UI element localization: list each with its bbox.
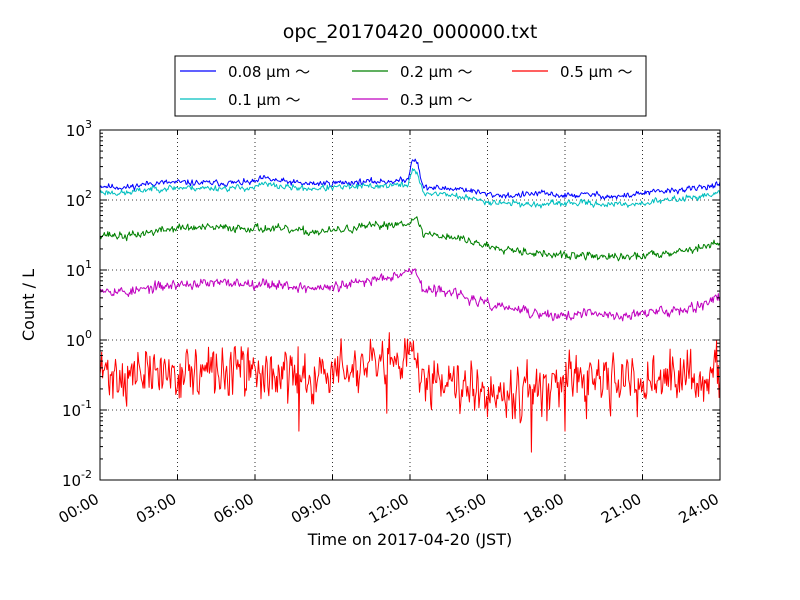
y-tick-exponent: 2 xyxy=(85,188,92,201)
legend-label-0: 0.08 μm ～ xyxy=(228,63,310,81)
series-line-1 xyxy=(99,168,721,209)
x-tick-label: 12:00 xyxy=(366,490,412,527)
x-tick-label: 06:00 xyxy=(211,490,257,527)
x-tick-label: 15:00 xyxy=(443,490,489,527)
y-tick-label: 102 xyxy=(66,188,92,210)
y-tick-base: 10 xyxy=(66,332,85,350)
y-tick-label: 10-1 xyxy=(62,398,92,420)
grid-lines xyxy=(100,130,720,480)
x-tick-label: 24:00 xyxy=(676,490,722,527)
legend-label-2: 0.2 μm ～ xyxy=(400,63,473,81)
y-tick-base: 10 xyxy=(66,262,85,280)
chart-title: opc_20170420_000000.txt xyxy=(283,21,538,43)
x-tick-label: 03:00 xyxy=(133,490,179,527)
legend: 0.08 μm ～ 0.1 μm ～ 0.2 μm ～ 0.3 μm ～ 0.5 μm … xyxy=(174,55,647,117)
y-tick-base: 10 xyxy=(66,122,85,140)
x-tick-label: 09:00 xyxy=(288,490,334,527)
y-tick-base: 10 xyxy=(66,192,85,210)
y-tick-exponent: -2 xyxy=(81,468,92,481)
series-line-3 xyxy=(99,267,720,322)
series-group xyxy=(99,158,721,453)
y-tick-label: 103 xyxy=(66,118,92,140)
series-line-4 xyxy=(99,332,721,453)
x-tick-label: 21:00 xyxy=(598,490,644,527)
x-tick-label: 00:00 xyxy=(56,490,102,527)
series-line-0 xyxy=(99,158,721,200)
y-tick-exponent: 1 xyxy=(85,258,92,271)
series-line-2 xyxy=(99,216,721,262)
y-axis-label: Count / L xyxy=(19,269,38,341)
x-axis-label: Time on 2017-04-20 (JST) xyxy=(307,530,512,549)
y-tick-label: 100 xyxy=(66,328,92,350)
y-tick-base: 10 xyxy=(62,402,81,420)
y-tick-label: 101 xyxy=(66,258,92,280)
legend-box xyxy=(174,55,647,117)
y-tick-exponent: -1 xyxy=(81,398,92,411)
axis-ticks xyxy=(99,129,721,481)
y-tick-exponent: 0 xyxy=(85,328,92,341)
legend-label-3: 0.3 μm ～ xyxy=(400,91,473,109)
y-tick-label: 10-2 xyxy=(62,468,92,490)
legend-label-1: 0.1 μm ～ xyxy=(228,91,301,109)
legend-label-4: 0.5 μm ～ xyxy=(560,63,633,81)
y-tick-exponent: 3 xyxy=(85,118,92,131)
x-tick-label: 18:00 xyxy=(521,490,567,527)
x-tick-labels: 00:00 03:00 06:00 09:00 12:00 15:00 18:00 21:00… xyxy=(56,490,722,527)
y-tick-base: 10 xyxy=(62,472,81,490)
